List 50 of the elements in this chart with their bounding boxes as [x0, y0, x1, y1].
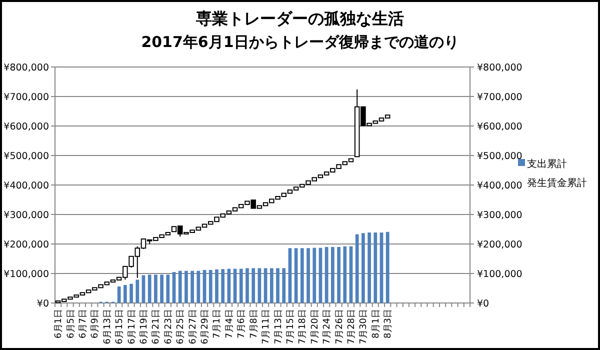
x-tick-label: 7月20日 [310, 309, 320, 344]
x-tick-label: 6月25日 [176, 309, 186, 344]
y2-tick-label: ¥0 [477, 298, 490, 310]
y-tick-label: ¥400,000 [4, 180, 49, 192]
subtitle: 2017年6月1日からトレーダ復帰までの道のり [141, 33, 459, 51]
x-tick-label: 6月17日 [127, 309, 138, 344]
x-tick-label: 6月7日 [78, 309, 88, 338]
x-tick-label: 6月5日 [66, 309, 76, 338]
x-tick-label: 7月15日 [286, 309, 296, 344]
y2-tick-label: ¥100,000 [477, 269, 522, 280]
x-tick-label: 7月1日 [212, 309, 223, 338]
x-tick-label: 6月9日 [90, 309, 101, 338]
x-tick-label: 7月4日 [224, 309, 235, 338]
legend-label: 発生賃金累計 [527, 178, 587, 189]
x-tick-label: 8月1日 [371, 309, 382, 338]
x-tick-label: 7月28日 [347, 309, 357, 344]
y-tick-label: ¥0 [36, 298, 49, 310]
x-tick-label: 7月13日 [274, 309, 284, 344]
y2-tick-label: ¥800,000 [477, 62, 522, 74]
y2-tick-label: ¥600,000 [477, 122, 522, 132]
x-tick-label: 8月3日 [384, 309, 394, 338]
y2-tick-label: ¥500,000 [477, 151, 522, 162]
x-tick-label: 7月11日 [262, 309, 272, 344]
x-tick-label: 6月27日 [188, 309, 198, 344]
y-tick-label: ¥600,000 [4, 122, 49, 132]
title: 専業トレーダーの孤独な生活 [196, 9, 404, 28]
x-tick-label: 6月19日 [140, 309, 150, 344]
x-tick-label: 7月18日 [298, 309, 308, 344]
x-tick-label: 6月15日 [115, 309, 126, 344]
y-tick-label: ¥100,000 [4, 269, 49, 280]
y-tick-label: ¥300,000 [4, 210, 49, 221]
x-tick-label: 7月6日 [237, 309, 248, 338]
x-tick-label: 7月30日 [359, 309, 370, 344]
x-tick-label: 7月8日 [249, 309, 260, 338]
x-tick-label: 6月13日 [102, 309, 113, 344]
y-tick-label: ¥200,000 [4, 240, 49, 250]
x-tick-label: 7月24日 [322, 309, 333, 344]
x-tick-label: 6月29日 [200, 309, 211, 344]
y-tick-label: ¥800,000 [4, 62, 49, 74]
legend-label: 支出累計 [527, 159, 567, 170]
y2-tick-label: ¥400,000 [477, 180, 522, 192]
x-tick-label: 6月23日 [164, 309, 174, 344]
y2-tick-label: ¥700,000 [477, 92, 522, 103]
x-tick-label: 6月1日 [54, 309, 64, 338]
x-tick-label: 6月21日 [152, 309, 162, 344]
y2-tick-label: ¥200,000 [477, 240, 522, 250]
y-tick-label: ¥500,000 [4, 151, 49, 162]
x-tick-label: 7月26日 [334, 309, 345, 344]
y-tick-label: ¥700,000 [4, 92, 49, 103]
y2-tick-label: ¥300,000 [477, 210, 522, 221]
